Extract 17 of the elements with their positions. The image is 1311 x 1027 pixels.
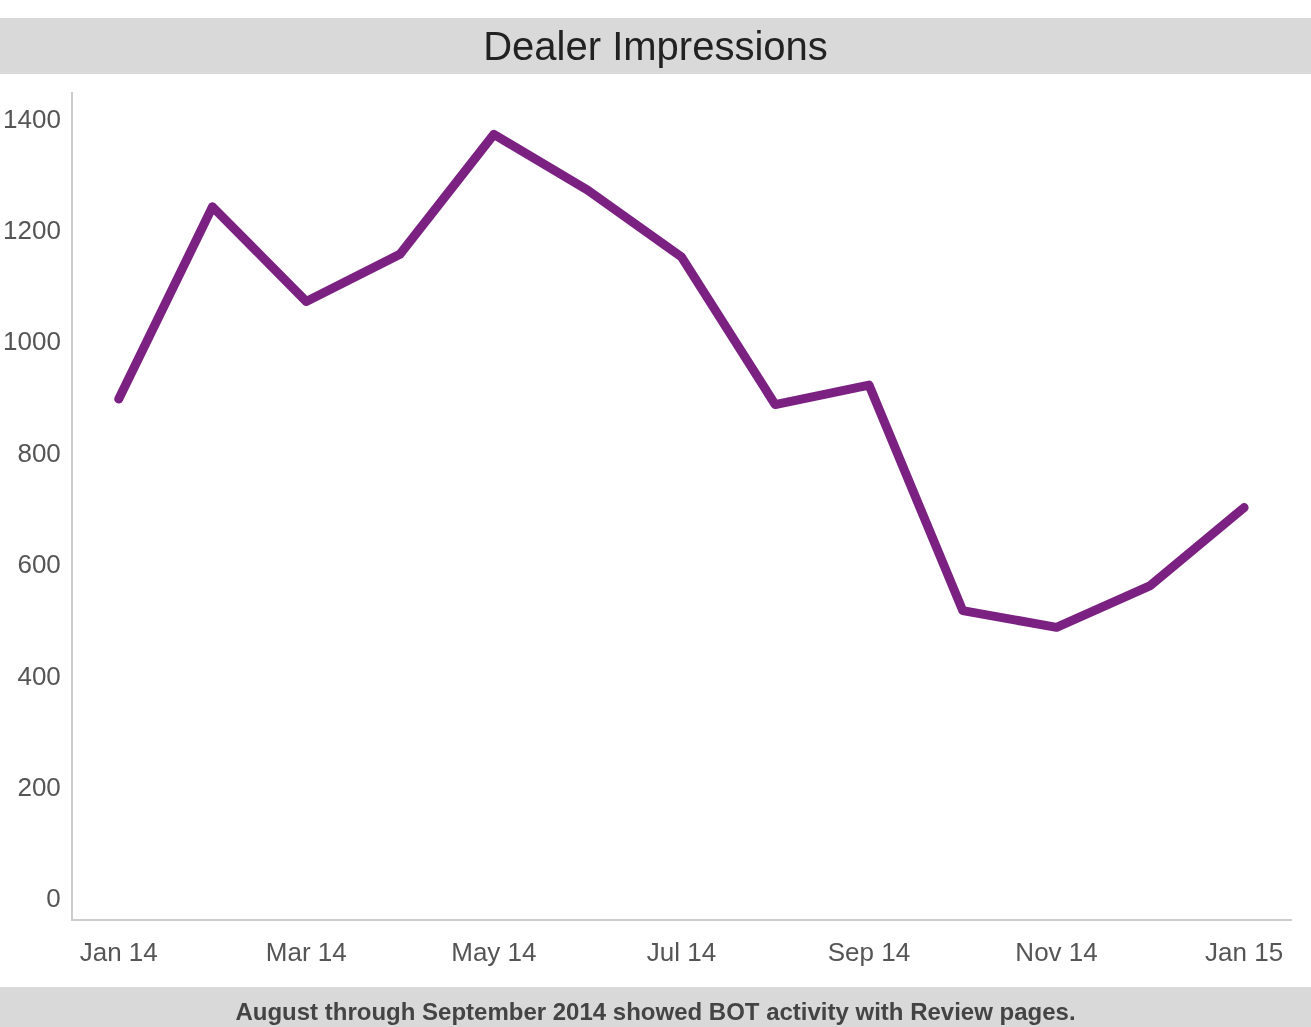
x-tick-label: Jul 14 (646, 936, 717, 967)
x-tick-label: Sep 14 (827, 936, 911, 967)
text: August through September 2014 showed BOT activity with Review pages. (0, 987, 1311, 1027)
x-tick-label: Mar 14 (265, 936, 347, 967)
y-tick-label: 400 (17, 660, 61, 691)
chart-title: Dealer Impressions (0, 18, 1311, 74)
y-tick-label: 0 (46, 883, 61, 914)
y-tick-label: 800 (17, 437, 61, 468)
y-tick-label: 600 (17, 549, 61, 580)
x-tick-label: Jan 14 (79, 936, 158, 967)
y-tick-label: 1200 (3, 215, 61, 246)
y-tick-label: 1000 (3, 326, 61, 357)
x-tick-label: Nov 14 (1015, 936, 1098, 967)
y-tick-label: 200 (17, 772, 61, 803)
y-tick-label: 1400 (3, 103, 61, 134)
x-tick-label: Jan 15 (1205, 936, 1284, 967)
x-tick-label: May 14 (451, 936, 537, 967)
